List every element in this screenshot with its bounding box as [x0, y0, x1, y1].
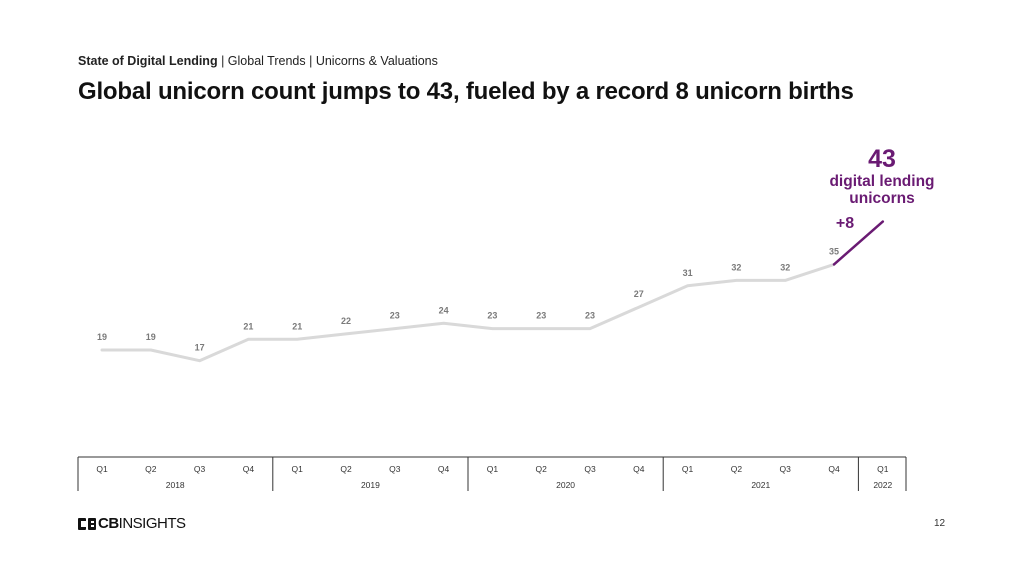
x-tick-label: Q4: [438, 464, 450, 474]
page-number: 12: [934, 518, 946, 529]
data-label: 19: [146, 332, 156, 342]
x-tick-label: Q2: [145, 464, 157, 474]
data-label: 27: [634, 289, 644, 299]
x-tick-label: Q3: [584, 464, 596, 474]
page-title: Global unicorn count jumps to 43, fueled…: [78, 78, 854, 105]
series-line-path: [100, 262, 836, 363]
x-tick-label: Q1: [292, 464, 304, 474]
x-tick-label: Q4: [828, 464, 840, 474]
x-tick-label: Q3: [389, 464, 401, 474]
data-label: 17: [195, 343, 205, 353]
x-tick-label: Q2: [536, 464, 548, 474]
data-label: 21: [292, 321, 302, 331]
data-label: 23: [487, 311, 497, 321]
data-label: 32: [731, 262, 741, 272]
data-label: 35: [829, 246, 839, 256]
data-label: 32: [780, 262, 790, 272]
cb-insights-logo: CBINSIGHTS: [78, 515, 186, 532]
breadcrumb-section: State of Digital Lending: [78, 54, 218, 68]
data-label: 19: [97, 332, 107, 342]
data-labels: 19 19 17 21 21 22 23 24 23 23 23 27 31 32 32 35: [97, 246, 839, 352]
data-label: 22: [341, 316, 351, 326]
header: State of Digital Lending | Global Trends…: [78, 54, 438, 68]
callout-total: 43 digital lending unicorns: [822, 145, 942, 208]
breadcrumb-global-trends: Global Trends: [227, 54, 306, 68]
x-tick-label: Q3: [780, 464, 792, 474]
data-label: 23: [536, 311, 546, 321]
x-tick-label: Q3: [194, 464, 206, 474]
breadcrumb-separator: |: [217, 54, 228, 68]
logo-rest: INSIGHTS: [118, 515, 186, 532]
year-label: 2021: [751, 480, 770, 490]
x-tick-label: Q1: [487, 464, 499, 474]
year-label: 2019: [361, 480, 380, 490]
year-label: 2018: [166, 480, 185, 490]
data-label: 31: [683, 268, 693, 278]
x-tick-label: Q2: [731, 464, 743, 474]
callout-caption-line2: unicorns: [849, 190, 915, 207]
x-tick-label: Q1: [877, 464, 889, 474]
x-tick-label: Q1: [96, 464, 108, 474]
breadcrumb: State of Digital Lending | Global Trends…: [78, 54, 438, 68]
x-tick-label: Q1: [682, 464, 694, 474]
logo-wordmark: CBINSIGHTS: [98, 515, 186, 532]
data-label: 23: [390, 311, 400, 321]
year-label: 2020: [556, 480, 575, 490]
breadcrumb-unicorns: Unicorns & Valuations: [315, 54, 438, 68]
x-tick-label: Q4: [633, 464, 645, 474]
year-label: 2022: [873, 480, 892, 490]
callout-delta: +8: [835, 215, 855, 232]
callout-big-number: 43: [868, 145, 896, 173]
x-axis: Q1 Q2 Q3 Q4 Q1 Q2 Q3 Q4 Q1 Q2 Q3 Q4 Q1 Q2 Q3 Q4 Q1 2018 20…: [77, 456, 907, 491]
x-tick-label: Q2: [340, 464, 352, 474]
highlight-segment: [832, 220, 885, 266]
data-label: 24: [439, 305, 449, 315]
cb-logo-icon: [78, 517, 96, 530]
series-line: [100, 220, 885, 363]
data-label: 23: [585, 311, 595, 321]
x-tick-label: Q4: [243, 464, 255, 474]
data-label: 21: [243, 321, 253, 331]
logo-bold: CB: [98, 515, 119, 532]
breadcrumb-separator: |: [305, 54, 316, 68]
callout-caption-line1: digital lending: [829, 173, 935, 190]
